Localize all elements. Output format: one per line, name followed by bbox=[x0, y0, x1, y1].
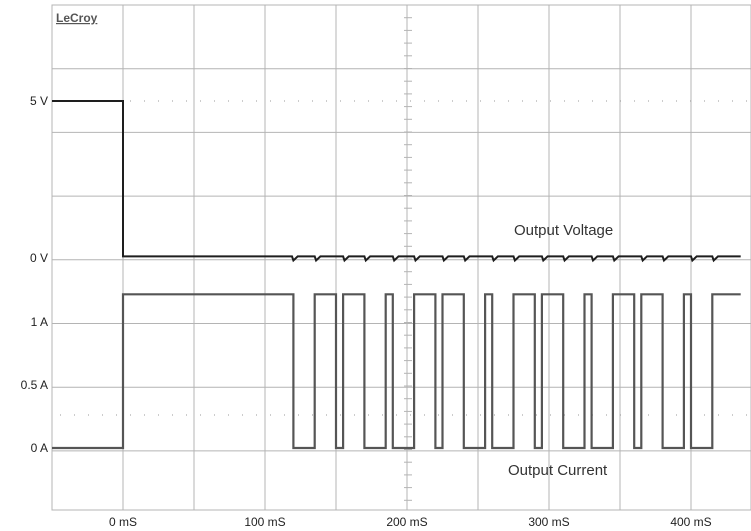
y-tick-label: 0 A bbox=[31, 441, 48, 455]
annotation-output-voltage: Output Voltage bbox=[514, 222, 613, 239]
traces bbox=[52, 100, 741, 450]
x-tick-label: 300 mS bbox=[528, 515, 569, 529]
y-tick-label: 0.5 A bbox=[21, 378, 48, 392]
series-output-current bbox=[52, 293, 741, 450]
annotation-output-current: Output Current bbox=[508, 462, 608, 479]
y-tick-label: 0 V bbox=[30, 251, 48, 265]
brand-logo: LeCroy bbox=[56, 11, 98, 25]
grid-border bbox=[51, 4, 751, 511]
y-tick-label: 5 V bbox=[30, 94, 48, 108]
x-tick-label: 0 mS bbox=[109, 515, 137, 529]
series-output-voltage bbox=[52, 100, 741, 263]
x-tick-label: 100 mS bbox=[244, 515, 285, 529]
x-tick-label: 200 mS bbox=[386, 515, 427, 529]
labels: 0 mS 100 mS 200 mS 300 mS 400 mS 5 V 0 V 1 A 0.5… bbox=[21, 94, 712, 529]
y-tick-label: 1 A bbox=[31, 315, 48, 329]
grid bbox=[51, 4, 751, 511]
x-tick-label: 400 mS bbox=[670, 515, 711, 529]
